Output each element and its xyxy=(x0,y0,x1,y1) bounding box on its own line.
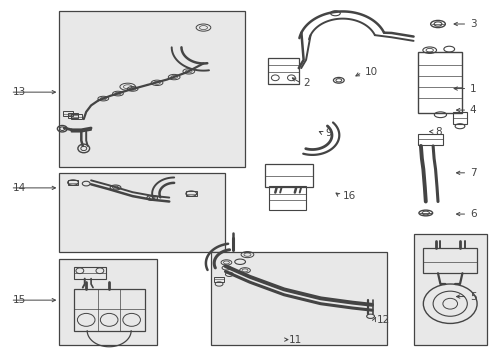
Bar xyxy=(214,277,224,282)
Text: 7: 7 xyxy=(470,168,476,178)
Bar xyxy=(68,180,78,185)
Bar xyxy=(453,112,467,125)
Bar xyxy=(418,51,463,113)
Bar xyxy=(418,134,443,145)
Bar xyxy=(59,173,225,252)
Text: 15: 15 xyxy=(13,295,26,305)
Bar xyxy=(414,234,487,345)
Bar xyxy=(186,191,196,196)
Bar xyxy=(74,289,145,330)
Text: 4: 4 xyxy=(470,105,476,115)
Text: 14: 14 xyxy=(13,183,26,193)
Text: 9: 9 xyxy=(326,129,332,138)
Text: 12: 12 xyxy=(377,315,390,325)
Text: 1: 1 xyxy=(470,84,476,94)
Bar xyxy=(269,58,299,84)
Text: 2: 2 xyxy=(304,78,310,88)
Bar xyxy=(74,267,106,279)
Text: 11: 11 xyxy=(289,334,302,345)
Text: 3: 3 xyxy=(470,19,476,29)
Text: 8: 8 xyxy=(436,127,442,136)
Text: 13: 13 xyxy=(13,87,26,97)
Bar xyxy=(71,114,82,119)
Bar xyxy=(63,111,74,116)
Text: 5: 5 xyxy=(470,292,476,302)
Text: 6: 6 xyxy=(470,209,476,219)
Bar xyxy=(68,113,78,118)
Bar xyxy=(270,186,306,211)
Bar xyxy=(265,164,314,187)
Bar xyxy=(59,12,245,167)
Text: 16: 16 xyxy=(343,191,356,201)
Bar xyxy=(423,248,477,273)
Bar xyxy=(211,252,387,345)
Text: 10: 10 xyxy=(365,67,378,77)
Bar xyxy=(59,259,157,345)
